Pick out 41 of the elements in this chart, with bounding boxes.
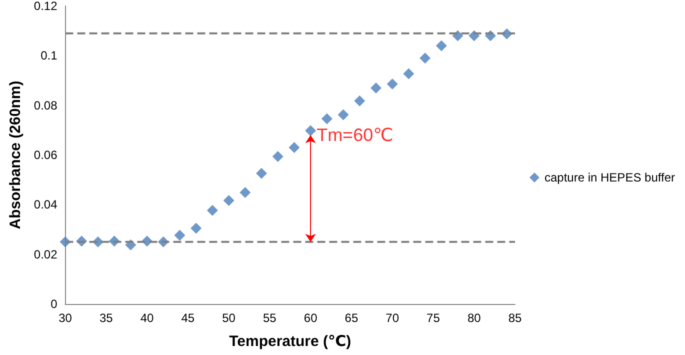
y-tick-label: 0.02 xyxy=(34,247,58,262)
point xyxy=(436,40,447,52)
x-tick-label: 35 xyxy=(99,311,114,325)
y-tick-label: 0.12 xyxy=(34,0,58,13)
x-axis-title: Temperature (℃) xyxy=(229,333,352,350)
y-tick-label: 0 xyxy=(50,297,58,311)
point xyxy=(452,30,464,42)
x-tick-label: 80 xyxy=(467,311,482,325)
point xyxy=(386,78,398,90)
point xyxy=(305,125,316,136)
point xyxy=(240,187,251,198)
point xyxy=(190,222,202,234)
point xyxy=(256,168,268,179)
x-tick-label: 60 xyxy=(304,311,318,325)
point xyxy=(338,109,349,120)
y-tick-label: 0.1 xyxy=(40,48,58,63)
point xyxy=(354,95,366,106)
point xyxy=(174,230,186,241)
point xyxy=(272,150,284,162)
y-axis-title: Absorbance (260nm) xyxy=(7,80,24,230)
legend-label: capture in HEPES buffer xyxy=(544,170,676,184)
x-tick-label: 70 xyxy=(386,311,400,325)
x-tick-label: 75 xyxy=(426,311,440,325)
x-tick-label: 85 xyxy=(508,311,522,325)
point xyxy=(370,82,382,94)
y-tick-label: 0.04 xyxy=(34,198,58,212)
point xyxy=(206,204,218,216)
x-tick-label: 45 xyxy=(181,311,195,325)
point xyxy=(288,142,300,154)
x-tick-label: 50 xyxy=(222,311,236,325)
point xyxy=(321,113,332,124)
x-tick-label: 30 xyxy=(58,311,72,325)
x-tick-label: 55 xyxy=(263,311,277,325)
y-tick-label: 0.08 xyxy=(34,98,58,112)
point xyxy=(403,68,414,80)
y-tick-label: 0.06 xyxy=(34,148,58,162)
x-tick-label: 65 xyxy=(344,311,358,325)
annotation: Tm=60℃ xyxy=(316,125,394,146)
point xyxy=(420,52,431,64)
x-tick-label: 40 xyxy=(140,311,154,325)
point xyxy=(223,194,234,206)
